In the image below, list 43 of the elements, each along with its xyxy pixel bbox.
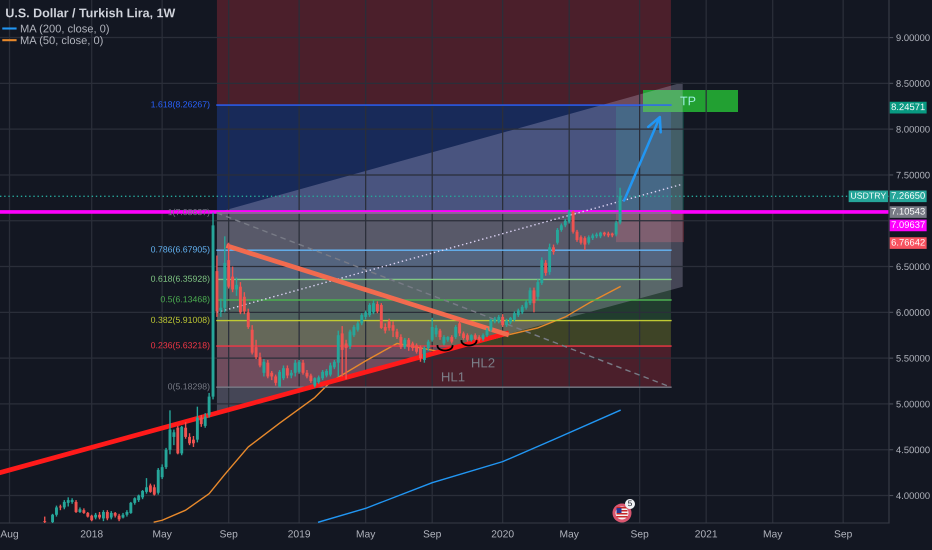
y-tick-label: 4.00000 <box>896 492 930 500</box>
x-tick-label: May <box>356 530 376 540</box>
x-tick-label: 2021 <box>695 530 718 538</box>
x-tick-label: May <box>153 530 172 540</box>
legend-label: MA (50, close, 0) <box>20 36 103 46</box>
ref-line-label: 7.26650 <box>892 192 925 199</box>
y-tick-label: 9.00000 <box>896 34 930 42</box>
annotation: HL1 <box>442 372 464 382</box>
x-tick-label: 2018 <box>80 530 103 538</box>
y2-tick-label: 6.76642 <box>892 238 925 246</box>
y-tick-label: 7.50000 <box>896 172 930 178</box>
annotation: HL2 <box>472 358 494 368</box>
y2-tick-label: 8.24571 <box>891 103 925 110</box>
legend-label: MA (200, close, 0) <box>20 24 109 35</box>
data-label: 0.5(6.13468) <box>160 296 210 304</box>
y-tick-label: 5.00000 <box>896 400 930 408</box>
x-tick-label: Sep <box>834 530 852 540</box>
annotation: TP <box>680 96 696 106</box>
x-tick-label: Sep <box>424 530 441 540</box>
y-tick-label: 8.50000 <box>896 80 930 87</box>
y-tick-label: 5.50000 <box>896 354 930 362</box>
data-label: 0(5.18298) <box>168 383 210 392</box>
data-label: 1.618(8.26267) <box>151 101 210 110</box>
x-tick-label: Sep <box>220 530 238 540</box>
data-label: 0.382(5.91008) <box>150 316 210 325</box>
data-label: 0.786(6.67905) <box>150 246 210 254</box>
y-tick-label: 8.00000 <box>896 126 930 133</box>
text: U.S. Dollar / Turkish Lira, 1W <box>6 8 176 20</box>
x-tick-label: 2020 <box>492 530 514 538</box>
x-tick-label: Sep <box>630 530 648 540</box>
y-tick-label: 6.50000 <box>896 263 930 270</box>
text: USDTRY <box>851 192 886 199</box>
y-tick-label: 4.50000 <box>896 446 930 454</box>
x-tick-label: Aug <box>0 530 18 540</box>
data-label: 0.236(5.63218) <box>150 342 210 350</box>
y2-tick-label: 7.10543 <box>892 208 925 215</box>
data-label: 0.618(6.35928) <box>150 275 210 284</box>
x-tick-label: May <box>560 530 579 540</box>
x-tick-label: May <box>764 530 782 540</box>
annotation: 5 <box>628 500 632 506</box>
x-tick-label: 2019 <box>288 530 310 538</box>
ref-line-label: 7.09637 <box>892 221 925 228</box>
y-tick-label: 6.00000 <box>896 309 930 316</box>
